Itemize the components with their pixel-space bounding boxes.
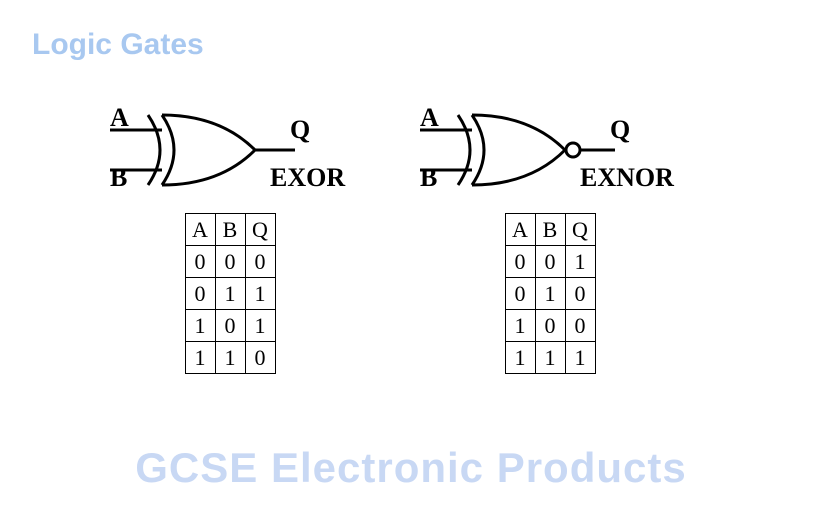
table-cell: 0 xyxy=(535,310,565,342)
table-row: A B Q xyxy=(185,214,275,246)
table-cell: 0 xyxy=(565,310,595,342)
table-row: 1 1 0 xyxy=(185,342,275,374)
exor-symbol: A B Q EXOR xyxy=(100,95,360,205)
exnor-block: A B Q EXNOR A B Q 0 0 1 0 1 0 1 0 xyxy=(410,95,690,374)
exnor-input-a-label: A xyxy=(420,103,439,133)
table-cell: 1 xyxy=(185,310,215,342)
table-row: 1 0 1 xyxy=(185,310,275,342)
table-cell: 0 xyxy=(505,246,535,278)
exor-input-a-label: A xyxy=(110,103,129,133)
table-cell: 1 xyxy=(505,342,535,374)
table-cell: 1 xyxy=(535,342,565,374)
table-cell: 1 xyxy=(215,278,245,310)
table-cell: 1 xyxy=(565,246,595,278)
exnor-symbol: A B Q EXNOR xyxy=(410,95,690,205)
table-cell: 1 xyxy=(215,342,245,374)
table-header: Q xyxy=(565,214,595,246)
table-cell: 1 xyxy=(245,310,275,342)
table-row: 1 1 1 xyxy=(505,342,595,374)
table-cell: 1 xyxy=(245,278,275,310)
table-cell: 0 xyxy=(535,246,565,278)
exor-block: A B Q EXOR A B Q 0 0 0 0 1 1 1 0 xyxy=(100,95,360,374)
table-cell: 1 xyxy=(505,310,535,342)
table-row: A B Q xyxy=(505,214,595,246)
gates-container: A B Q EXOR A B Q 0 0 0 0 1 1 1 0 xyxy=(0,95,822,374)
table-row: 0 1 0 xyxy=(505,278,595,310)
exnor-truth-table: A B Q 0 0 1 0 1 0 1 0 0 1 1 1 xyxy=(505,213,596,374)
exor-truth-table: A B Q 0 0 0 0 1 1 1 0 1 1 1 0 xyxy=(185,213,276,374)
table-cell: 1 xyxy=(535,278,565,310)
table-header: A xyxy=(185,214,215,246)
table-cell: 0 xyxy=(215,310,245,342)
table-cell: 0 xyxy=(505,278,535,310)
table-cell: 0 xyxy=(245,246,275,278)
table-row: 0 0 0 xyxy=(185,246,275,278)
table-row: 0 0 1 xyxy=(505,246,595,278)
table-row: 0 1 1 xyxy=(185,278,275,310)
exnor-name-label: EXNOR xyxy=(580,163,674,193)
exor-input-b-label: B xyxy=(110,163,127,193)
footer-text: GCSE Electronic Products xyxy=(0,444,822,492)
page-title: Logic Gates xyxy=(32,28,204,62)
table-cell: 0 xyxy=(565,278,595,310)
table-header: B xyxy=(215,214,245,246)
table-cell: 0 xyxy=(185,246,215,278)
table-cell: 1 xyxy=(565,342,595,374)
exnor-output-label: Q xyxy=(610,115,630,145)
table-row: 1 0 0 xyxy=(505,310,595,342)
table-header: B xyxy=(535,214,565,246)
table-cell: 0 xyxy=(185,278,215,310)
table-header: Q xyxy=(245,214,275,246)
exor-output-label: Q xyxy=(290,115,310,145)
exor-name-label: EXOR xyxy=(270,163,345,193)
exnor-input-b-label: B xyxy=(420,163,437,193)
table-cell: 0 xyxy=(215,246,245,278)
table-header: A xyxy=(505,214,535,246)
table-cell: 0 xyxy=(245,342,275,374)
table-cell: 1 xyxy=(185,342,215,374)
